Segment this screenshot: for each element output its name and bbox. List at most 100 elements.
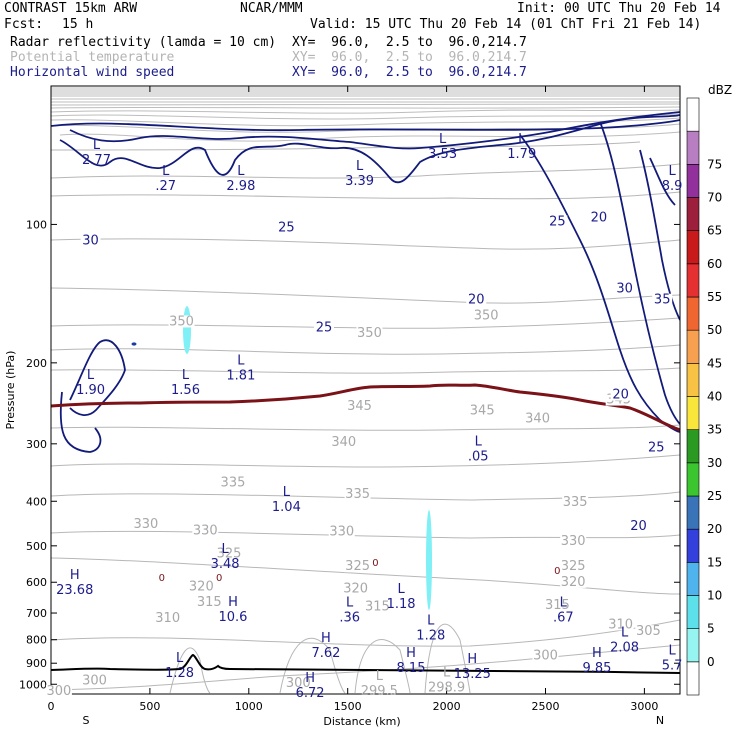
zero-label-1: 0 <box>216 573 222 584</box>
zero-label-bg-2 <box>370 557 381 568</box>
extremum-type-5: L <box>518 132 526 147</box>
field-name-reflectivity: Radar reflectivity (lamda = 10 cm) <box>10 35 277 50</box>
extremum-type-18: L <box>427 614 435 629</box>
extremum-type-2: L <box>237 164 245 179</box>
forecast-label: Fcst: <box>4 17 44 32</box>
organization: NCAR/MMM <box>240 1 303 16</box>
wind-label-10: 20 <box>630 519 647 534</box>
colorbar-swatch-4 <box>686 528 700 563</box>
extremum-value-17: .67 <box>553 610 574 625</box>
x-tick-label-6: 3000 <box>630 700 658 713</box>
theta-label-6: 315 <box>197 595 222 610</box>
theta-label-bg-0 <box>45 685 72 697</box>
theta-label-bg-29 <box>473 309 500 322</box>
model-title: CONTRAST 15km ARW <box>4 1 138 16</box>
theta-label-14: 325 <box>561 559 586 574</box>
extremum-value-5: 1.79 <box>507 147 536 162</box>
reflectivity-cells <box>131 306 432 610</box>
extremum-type-1: L <box>162 164 170 179</box>
zero-label-bg-3 <box>552 564 563 575</box>
extremum-type-25: H <box>467 652 477 667</box>
extremum-type-19: L <box>621 626 629 641</box>
wind-label-9: 25 <box>648 440 665 455</box>
theta-label-bg-21 <box>562 496 589 509</box>
theta-label-bg-2 <box>532 649 559 662</box>
axis-end-north: N <box>656 714 664 727</box>
theta-label-bg-23 <box>524 412 551 425</box>
extremum-value-16: .36 <box>339 610 360 625</box>
plot-field <box>51 87 680 694</box>
wind-label-0: 30 <box>82 233 99 248</box>
terrain-line <box>51 653 680 674</box>
colorbar-level-5: 25 <box>707 489 722 503</box>
theta-label-bg-1 <box>81 674 108 687</box>
extremum-type-9: L <box>237 353 245 368</box>
theta-label-bg-28 <box>356 327 383 340</box>
extremum-type-11: L <box>283 485 291 500</box>
extremum-value-1: .27 <box>155 179 176 194</box>
theta-label-25: 345 <box>470 404 495 419</box>
theta-label-bg-16 <box>192 524 219 537</box>
theta-label-bg-20 <box>344 488 371 501</box>
extremum-type-17: L <box>560 595 568 610</box>
colorbar-level-10: 50 <box>707 323 722 337</box>
theta-label-15: 330 <box>134 517 159 532</box>
colorbar-level-14: 70 <box>707 191 722 205</box>
extremum-value-24: 1.28 <box>165 666 194 681</box>
zero-label-bg-0 <box>156 571 167 582</box>
field-name-theta: Potential temperature <box>10 50 175 65</box>
wind-label-bg-8 <box>610 388 631 401</box>
theta-label-bg-12 <box>216 547 243 560</box>
extremum-value-22: 9.85 <box>582 661 611 676</box>
theta-label-bg-14 <box>560 560 587 573</box>
y-tick-label-3: 400 <box>26 495 47 508</box>
theta-label-30: 300 <box>286 676 311 691</box>
wind-label-bg-3 <box>588 211 609 224</box>
colorbar-swatch-3 <box>686 562 700 596</box>
colorbar-level-3: 15 <box>707 555 722 569</box>
extremum-type-14: L <box>397 582 405 597</box>
extremum-value-18: 1.28 <box>416 629 445 644</box>
theta-label-bg-17 <box>328 525 355 538</box>
y-tick-label-0: 100 <box>26 218 47 231</box>
colorbar-title: dBZ <box>708 83 732 97</box>
extremum-type-27: L <box>376 669 384 684</box>
colorbar-swatch-2 <box>686 595 700 629</box>
x-tick-label-4: 2000 <box>433 700 461 713</box>
wind-label-bg-4 <box>614 282 635 295</box>
theta-label-4: 310 <box>155 611 180 626</box>
zero-label-0: 0 <box>159 573 165 584</box>
wind-label-8: 20 <box>612 388 629 403</box>
theta-label-19: 335 <box>221 476 246 491</box>
theta-label-13: 325 <box>345 559 370 574</box>
valid-time: Valid: 15 UTC Thu 20 Feb 14 (01 ChT Fri … <box>310 17 702 32</box>
extremum-value-15: 10.6 <box>218 610 247 625</box>
colorbar-swatch-13 <box>686 230 700 265</box>
theta-label-20: 335 <box>345 487 370 502</box>
extremum-type-7: L <box>87 368 95 383</box>
colorbar-swatch-14 <box>686 197 700 231</box>
x-tick-labels: 0 500 1000 1500 2000 2500 3000 <box>48 700 659 713</box>
theta-label-3: 305 <box>636 624 661 639</box>
theta-label-7: 315 <box>365 600 390 615</box>
theta-label-16: 330 <box>193 523 218 538</box>
y-axis-label: Pressure (hPa) <box>4 351 17 430</box>
wind-label-bg-2 <box>547 215 568 228</box>
extremum-value-6: 8.9 <box>662 179 683 194</box>
colorbar-level-7: 35 <box>707 423 722 437</box>
theta-label-bg-6 <box>196 595 223 608</box>
y-tick-label-2: 300 <box>26 438 47 451</box>
init-time: Init: 00 UTC Thu 20 Feb 14 <box>517 1 721 16</box>
extremum-value-28: 298.9 <box>428 681 465 696</box>
theta-contours <box>51 141 680 694</box>
zero-label-bg-1 <box>214 571 225 582</box>
zero-label-3: 0 <box>554 566 560 577</box>
extremum-type-20: H <box>321 631 331 646</box>
theta-label-23: 340 <box>525 411 550 426</box>
theta-label-2: 300 <box>533 648 558 663</box>
colorbar-swatch-10 <box>686 329 700 364</box>
theta-label-11: 320 <box>561 575 586 590</box>
colorbar-swatch-12 <box>686 263 700 298</box>
colorbar-level-2: 10 <box>707 589 722 603</box>
